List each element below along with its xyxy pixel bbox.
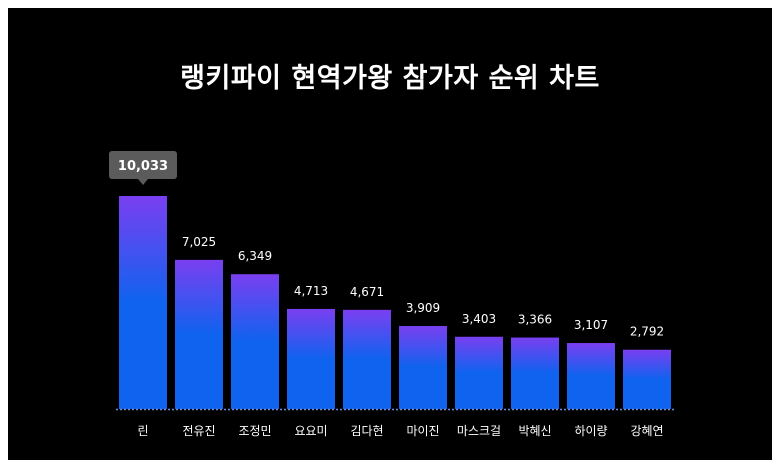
- bar[interactable]: [567, 343, 615, 409]
- x-tick-label: 조정민: [238, 424, 271, 438]
- data-label: 4,671: [350, 285, 384, 299]
- data-label: 3,107: [574, 318, 608, 332]
- chart-card: 랭키파이 현역가왕 참가자 순위 차트 10,033 린 7,025 전유진 6,349…: [8, 8, 772, 460]
- x-tick-label: 린: [137, 424, 148, 438]
- x-tick-label: 강혜연: [630, 424, 663, 438]
- data-label: 3,909: [406, 301, 440, 315]
- x-tick-label: 마스크걸: [457, 424, 501, 438]
- x-tick-label: 요요미: [294, 424, 327, 438]
- bar-chart: 10,033 린 7,025 전유진 6,349 조정민 4,713 요요미 4,671 김다현 3…: [109, 151, 674, 438]
- x-tick-label: 김다현: [350, 424, 383, 438]
- data-label: 10,033: [118, 159, 168, 174]
- data-label: 3,366: [518, 313, 552, 327]
- bar[interactable]: [343, 309, 391, 409]
- tooltip-pointer: [138, 179, 148, 185]
- bar[interactable]: [455, 336, 503, 409]
- bar[interactable]: [399, 326, 447, 409]
- x-tick-label: 마이진: [406, 424, 439, 438]
- value-tooltip: [109, 151, 177, 179]
- bar[interactable]: [511, 337, 559, 409]
- x-tick-label: 전유진: [182, 424, 215, 438]
- data-label: 4,713: [294, 284, 328, 298]
- x-tick-label: 하이량: [574, 424, 607, 438]
- bar[interactable]: [231, 274, 279, 409]
- data-label: 6,349: [238, 249, 272, 263]
- bar[interactable]: [119, 196, 167, 409]
- bar[interactable]: [287, 308, 335, 409]
- data-label: 7,025: [182, 235, 216, 249]
- chart-title: 랭키파이 현역가왕 참가자 순위 차트: [180, 63, 600, 94]
- data-label: 2,792: [630, 325, 664, 339]
- x-tick-label: 박혜신: [518, 424, 551, 438]
- bar[interactable]: [623, 349, 671, 409]
- bar[interactable]: [175, 259, 223, 409]
- data-label: 3,403: [462, 312, 496, 326]
